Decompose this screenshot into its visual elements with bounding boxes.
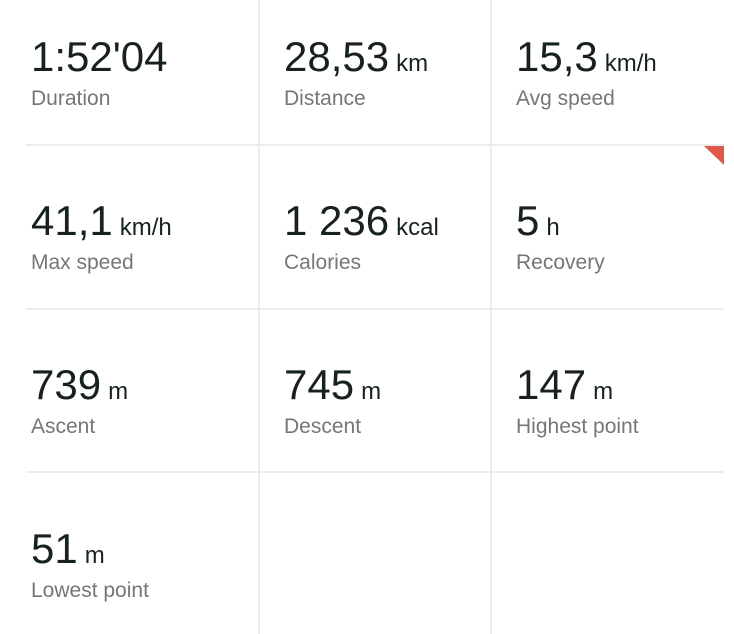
stat-max-speed: 41,1 km/h Max speed bbox=[31, 197, 251, 297]
stat-recovery: 5 h Recovery bbox=[516, 197, 734, 297]
stat-label: Highest point bbox=[516, 415, 639, 438]
stat-descent: 745 m Descent bbox=[284, 361, 504, 461]
stat-value-line: 147 m bbox=[516, 361, 613, 409]
stat-value: 28,53 bbox=[284, 33, 390, 80]
stat-value-line: 1 236 kcal bbox=[284, 197, 439, 245]
stat-value: 147 bbox=[516, 361, 587, 408]
stat-label: Avg speed bbox=[516, 87, 615, 110]
stat-label: Descent bbox=[284, 415, 362, 438]
stat-distance: 28,53 km Distance bbox=[284, 33, 504, 133]
stat-value: 15,3 bbox=[516, 33, 598, 80]
divider bbox=[258, 0, 260, 634]
stat-label: Ascent bbox=[31, 415, 96, 438]
stat-label: Recovery bbox=[516, 251, 605, 274]
stat-label: Calories bbox=[284, 251, 362, 274]
stat-unit: m bbox=[593, 378, 614, 405]
divider bbox=[26, 144, 724, 146]
stat-value: 41,1 bbox=[31, 197, 113, 244]
stat-value: 739 bbox=[31, 361, 102, 408]
stat-value: 5 bbox=[516, 197, 540, 244]
stat-value-line: 1:52'04 bbox=[31, 33, 167, 81]
stat-unit: m bbox=[84, 542, 105, 569]
stat-unit: h bbox=[546, 214, 560, 241]
stat-label: Max speed bbox=[31, 251, 134, 274]
recovery-flag-icon bbox=[704, 146, 724, 165]
divider bbox=[26, 308, 724, 310]
stat-value-line: 51 m bbox=[31, 525, 105, 573]
stat-unit: kcal bbox=[396, 214, 439, 241]
stat-value-line: 41,1 km/h bbox=[31, 197, 172, 245]
stat-avg-speed: 15,3 km/h Avg speed bbox=[516, 33, 734, 133]
stat-unit: m bbox=[108, 378, 129, 405]
stat-highest-point: 147 m Highest point bbox=[516, 361, 734, 461]
stat-value: 745 bbox=[284, 361, 355, 408]
stat-value: 1 236 bbox=[284, 197, 390, 244]
stat-value: 51 bbox=[31, 525, 78, 572]
stat-duration: 1:52'04 Duration bbox=[31, 33, 251, 133]
stat-value-line: 745 m bbox=[284, 361, 381, 409]
stat-unit: m bbox=[361, 378, 382, 405]
stat-unit: km/h bbox=[119, 214, 172, 241]
stat-value: 1:52'04 bbox=[31, 33, 168, 80]
stat-unit: km/h bbox=[604, 50, 657, 77]
stat-value-line: 739 m bbox=[31, 361, 128, 409]
stat-ascent: 739 m Ascent bbox=[31, 361, 251, 461]
stat-label: Distance bbox=[284, 87, 366, 110]
stat-label: Duration bbox=[31, 87, 111, 110]
stat-value-line: 15,3 km/h bbox=[516, 33, 657, 81]
divider bbox=[490, 0, 492, 634]
stat-lowest-point: 51 m Lowest point bbox=[31, 525, 251, 625]
stat-calories: 1 236 kcal Calories bbox=[284, 197, 504, 297]
divider bbox=[26, 471, 724, 473]
stat-value-line: 28,53 km bbox=[284, 33, 428, 81]
stat-label: Lowest point bbox=[31, 579, 149, 602]
stat-unit: km bbox=[396, 50, 429, 77]
